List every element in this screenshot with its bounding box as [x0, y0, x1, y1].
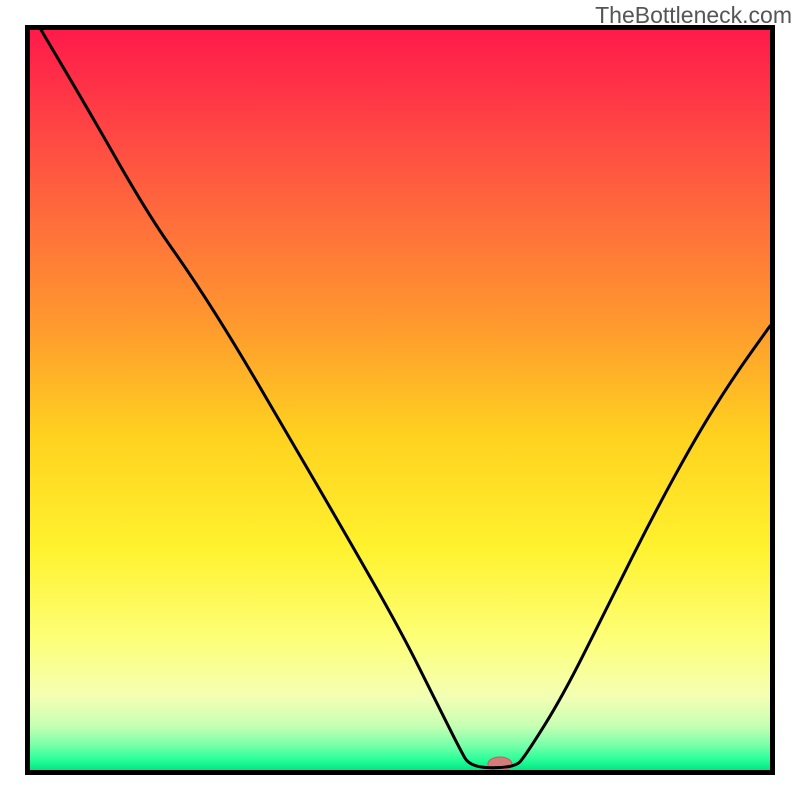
chart-svg — [0, 0, 800, 800]
plot-background — [30, 30, 770, 770]
bottleneck-chart: TheBottleneck.com — [0, 0, 800, 800]
watermark-text: TheBottleneck.com — [595, 2, 792, 29]
